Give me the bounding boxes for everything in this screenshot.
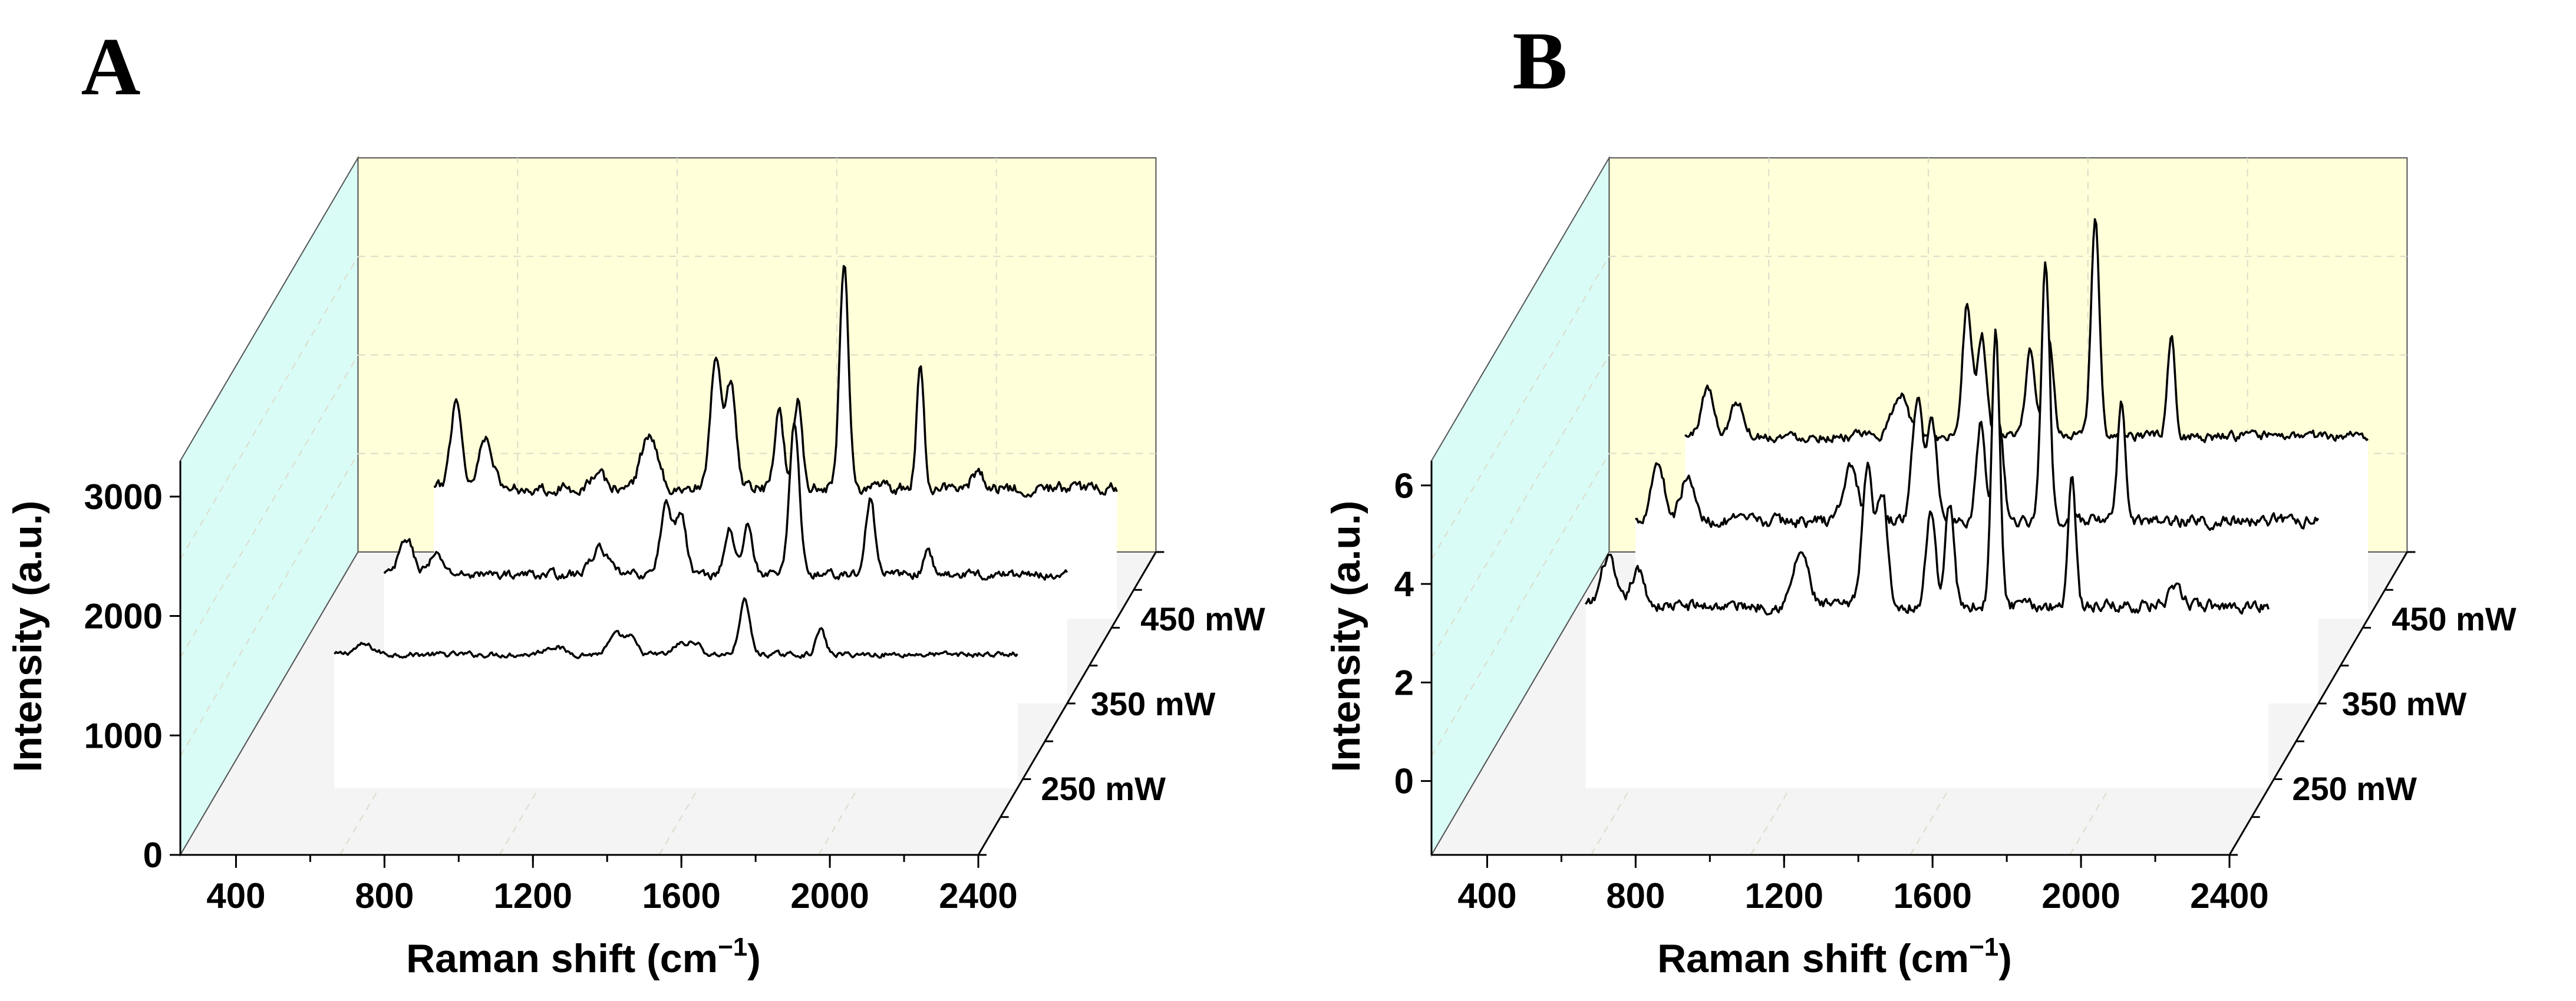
side-grid-horizontal: [180, 453, 359, 757]
y-tick-label: 0: [1394, 762, 1414, 801]
spectrum-line: [433, 265, 1118, 498]
spectrum-occluder: [1585, 329, 2269, 788]
x-axis-label: Raman shift (cm−1): [1657, 933, 2012, 981]
spectrum-line: [1585, 328, 2270, 616]
y-axis-label: Intensity (a.u.): [1324, 501, 1368, 772]
side-grid-horizontal: [180, 354, 359, 659]
side-grid-horizontal: [1431, 354, 1610, 659]
x-axis-label-close: ): [1998, 936, 2012, 981]
spectrum-line: [334, 597, 1018, 659]
series-label: 350 mW: [1091, 685, 1216, 722]
y-tick-label: 4: [1394, 564, 1414, 604]
y-tick-label: 3000: [84, 477, 163, 517]
x-tick-label: 2000: [790, 876, 869, 916]
spectrum-occluder: [384, 423, 1067, 703]
spectrum-occluder: [334, 598, 1018, 788]
x-tick-label: 400: [1457, 876, 1516, 916]
series-label: 450 mW: [1140, 600, 1265, 637]
x-axis-label-sup: −1: [718, 933, 747, 962]
x-axis-label-main: Raman shift (cm: [406, 936, 718, 981]
side-grid-horizontal: [1431, 453, 1610, 757]
x-tick-label: 400: [206, 876, 265, 916]
series-label: 450 mW: [2392, 600, 2516, 637]
y-tick-label: 0: [143, 835, 163, 875]
y-tick-label: 2: [1394, 663, 1414, 702]
x-tick-label: 800: [355, 876, 414, 916]
x-tick-label: 1600: [1893, 876, 1971, 916]
side-grid-horizontal: [1431, 256, 1610, 560]
series-label: 250 mW: [2292, 770, 2417, 807]
y-tick-label: 2000: [84, 597, 163, 636]
panel-b: 450 mW 350 mW 250 mW 400 800 1200 1600 2000 2400…: [1324, 15, 2516, 981]
x-axis-label-main: Raman shift (cm: [1657, 936, 1969, 981]
panel-a: 450 mW 350 mW 250 mW 400 800 1200 1600 2000 2400…: [5, 21, 1265, 981]
spectrum-line: [383, 422, 1068, 581]
y-tick-label: 1000: [84, 716, 163, 755]
x-axis-label: Raman shift (cm−1): [406, 933, 761, 981]
side-grid-horizontal: [180, 256, 359, 560]
panel-letter: A: [81, 21, 140, 113]
y-tick-label: 6: [1394, 466, 1414, 506]
x-tick-label: 1600: [642, 876, 720, 916]
x-axis-label-close: ): [747, 936, 761, 981]
spectrum-line: [1635, 261, 2320, 531]
x-axis-label-sup: −1: [1969, 933, 1998, 962]
x-tick-label: 2400: [939, 876, 1017, 916]
x-tick-label: 1200: [1745, 876, 1823, 916]
x-tick-label: 2000: [2041, 876, 2120, 916]
series-label: 250 mW: [1041, 770, 1166, 807]
x-tick-label: 800: [1606, 876, 1665, 916]
panel-letter: B: [1512, 15, 1567, 107]
x-tick-label: 2400: [2190, 876, 2268, 916]
x-tick-label: 1200: [494, 876, 572, 916]
spectrum-line: [1684, 218, 2369, 444]
y-axis-label: Intensity (a.u.): [5, 501, 50, 772]
series-label: 350 mW: [2342, 685, 2467, 722]
